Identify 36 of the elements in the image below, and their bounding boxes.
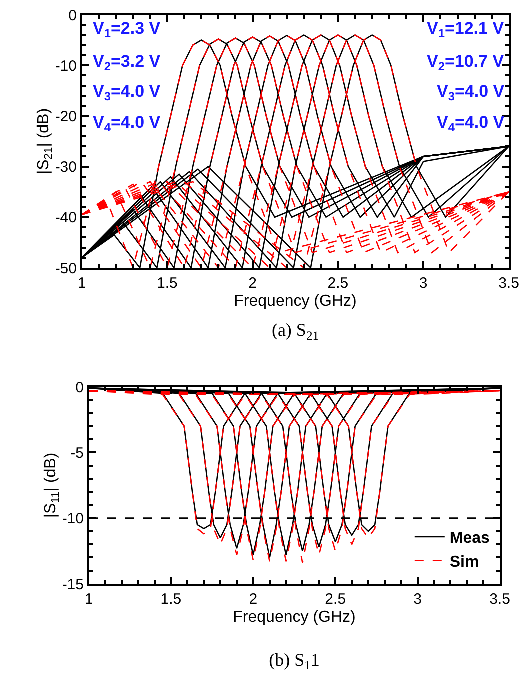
x-tick-label: 3.5 xyxy=(498,275,520,292)
x-tick-label: 3 xyxy=(414,591,422,608)
x-axis-title: Frequency (GHz) xyxy=(233,609,356,626)
x-tick-label: 2.5 xyxy=(328,275,349,292)
annotation: V$_{1}$=2.3 V xyxy=(93,19,162,41)
legend-label: Sim xyxy=(450,554,480,572)
x-tick-label: 1.5 xyxy=(160,591,182,608)
annotation: V$_{3}$=4.0 V xyxy=(437,82,506,104)
y-tick-label: 0 xyxy=(76,379,84,396)
y-tick-label: 0 xyxy=(68,7,77,24)
text: (b) S$_{1}$1 xyxy=(269,650,320,673)
y-tick-label: -40 xyxy=(55,210,77,227)
x-tick-label: 3.5 xyxy=(490,591,510,608)
y-tick-label: -10 xyxy=(62,510,84,528)
text: (a) S$_{21}$ xyxy=(272,320,320,343)
annotation: V$_{2}$=3.2 V xyxy=(93,52,162,74)
x-tick-label: 1 xyxy=(84,591,94,608)
x-axis-title: Frequency (GHz) xyxy=(234,293,357,310)
x-tick-label: 1 xyxy=(78,275,86,292)
y-tick-label: -5 xyxy=(70,444,84,462)
x-tick-label: 2 xyxy=(248,275,257,292)
x-tick-label: 1.5 xyxy=(156,275,178,292)
x-tick-label: 2.5 xyxy=(325,591,346,608)
annotation: V$_{1}$=12.1 V xyxy=(427,19,505,41)
y-tick-label: -50 xyxy=(55,260,77,278)
y-tick-label: -20 xyxy=(55,108,77,126)
annotation: V$_{4}$=4.0 V xyxy=(93,113,162,135)
annotation: V$_{4}$=4.0 V xyxy=(437,113,506,135)
y-tick-label: -15 xyxy=(62,576,84,594)
x-tick-label: 2 xyxy=(249,591,258,608)
y-tick-label: -10 xyxy=(55,58,77,75)
y-tick-label: -30 xyxy=(55,159,77,176)
legend-label: Meas xyxy=(450,530,490,548)
annotation: V$_{2}$=10.7 V xyxy=(427,52,505,74)
x-tick-label: 3 xyxy=(419,275,428,292)
annotation: V$_{3}$=4.0 V xyxy=(93,82,162,104)
